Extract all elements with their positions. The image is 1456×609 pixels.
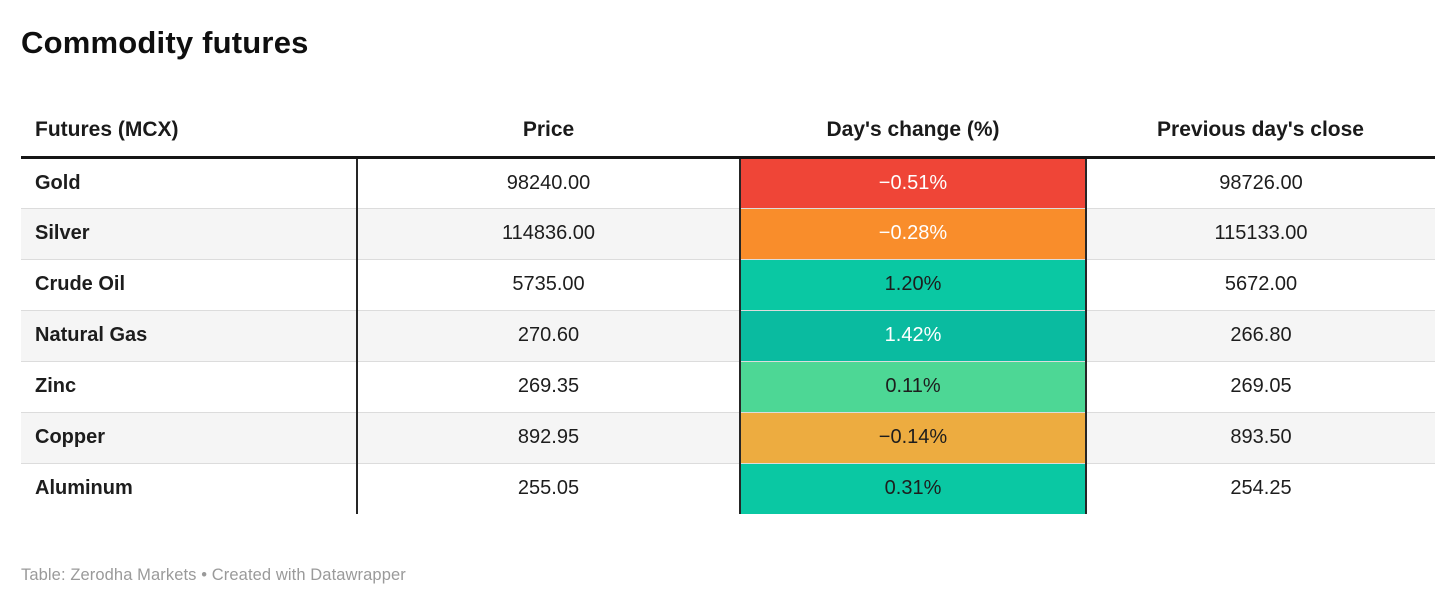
- header-row: Futures (MCX) Price Day's change (%) Pre…: [21, 104, 1435, 157]
- change-cell: −0.28%: [740, 208, 1087, 259]
- futures-name: Zinc: [21, 361, 358, 412]
- price-value: 270.60: [357, 310, 741, 361]
- futures-name: Natural Gas: [21, 310, 358, 361]
- futures-name: Aluminum: [21, 463, 358, 514]
- prev-close-value: 5672.00: [1224, 273, 1298, 295]
- table-row-silver: Silver 114836.00 −0.28% 115133.00: [21, 208, 1435, 259]
- table-row-copper: Copper 892.95 −0.14% 893.50: [21, 412, 1435, 463]
- futures-name: Crude Oil: [21, 259, 358, 310]
- change-cell: −0.14%: [740, 412, 1087, 463]
- change-cell: 1.20%: [740, 259, 1087, 310]
- change-cell: −0.51%: [740, 157, 1087, 208]
- prev-close-value: 893.50: [1230, 426, 1292, 448]
- prev-close-value: 266.80: [1230, 324, 1292, 346]
- prev-close-value: 254.25: [1230, 477, 1292, 500]
- table-row-aluminum: Aluminum 255.05 0.31% 254.25: [21, 463, 1435, 514]
- futures-table: Futures (MCX) Price Day's change (%) Pre…: [21, 104, 1435, 514]
- col-header-futures: Futures (MCX): [35, 117, 179, 141]
- col-header-change: Day's change (%): [826, 117, 1000, 141]
- futures-name: Silver: [21, 208, 358, 259]
- table-row-natural-gas: Natural Gas 270.60 1.42% 266.80: [21, 310, 1435, 361]
- price-value: 5735.00: [357, 259, 741, 310]
- table-attribution: Table: Zerodha Markets • Created with Da…: [21, 566, 406, 584]
- price-value: 114836.00: [357, 208, 741, 259]
- futures-name: Gold: [21, 157, 358, 208]
- col-header-prev-close: Previous day's close: [1157, 117, 1364, 141]
- page-title: Commodity futures: [21, 25, 309, 60]
- change-cell: 1.42%: [740, 310, 1087, 361]
- price-value: 269.35: [357, 361, 741, 412]
- col-header-price: Price: [522, 117, 575, 141]
- prev-close-value: 98726.00: [1219, 171, 1303, 194]
- prev-close-value: 269.05: [1230, 375, 1292, 397]
- table-row-zinc: Zinc 269.35 0.11% 269.05: [21, 361, 1435, 412]
- price-value: 892.95: [357, 412, 741, 463]
- price-value: 255.05: [357, 463, 741, 514]
- change-cell: 0.31%: [740, 463, 1087, 514]
- price-value: 98240.00: [357, 157, 741, 208]
- table-row-crude-oil: Crude Oil 5735.00 1.20% 5672.00: [21, 259, 1435, 310]
- change-cell: 0.11%: [740, 361, 1087, 412]
- futures-name: Copper: [21, 412, 358, 463]
- prev-close-value: 115133.00: [1214, 222, 1308, 244]
- table-row-gold: Gold 98240.00 −0.51% 98726.00: [21, 157, 1435, 208]
